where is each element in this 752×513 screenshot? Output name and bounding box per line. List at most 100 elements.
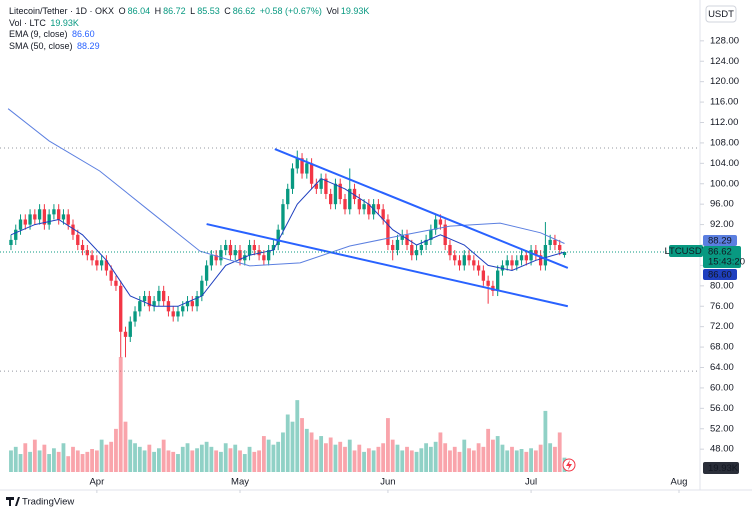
ticker-label: LTCUSDT: [664, 246, 707, 257]
volume-bar: [414, 451, 419, 472]
ema-tag: [703, 269, 737, 281]
candle-body: [266, 250, 271, 261]
countdown: 15:43:20: [708, 257, 745, 268]
volume-bar: [204, 441, 209, 472]
volume-bar: [400, 450, 405, 472]
volume-bar: [128, 439, 133, 472]
candle-body: [262, 255, 266, 261]
y-tick-label: 76.00: [710, 301, 734, 312]
brand-logo: [6, 497, 20, 506]
volume-bar: [300, 418, 304, 472]
volume-bar: [505, 450, 510, 472]
volume-bar: [285, 414, 290, 472]
candle-body: [467, 255, 471, 261]
candle-body: [109, 270, 113, 281]
volume-bar: [533, 450, 538, 472]
volume-bar: [438, 432, 443, 472]
volume-bar: [147, 444, 152, 472]
candle-body: [362, 204, 366, 210]
y-tick-label: 104.00: [710, 158, 739, 169]
volume-bar: [37, 450, 42, 472]
alert-bolt: [566, 460, 572, 470]
volume-bar: [481, 446, 486, 472]
brand: TradingView: [22, 497, 74, 508]
legend-row: Vol · LTC 19.93K: [9, 18, 371, 30]
volume-bar: [519, 449, 524, 472]
candle-body: [195, 296, 199, 307]
volume-bar: [123, 421, 128, 472]
volume-bar: [90, 449, 95, 472]
candle-body: [534, 250, 538, 256]
candle-body: [290, 168, 295, 189]
volume-bar: [424, 443, 429, 472]
ticker-tag: [669, 245, 703, 258]
candle-body: [52, 209, 56, 215]
candle-body: [410, 245, 414, 256]
indicator-line: [10, 178, 565, 307]
candle-body: [419, 245, 424, 251]
volume-bar: [190, 450, 195, 472]
volume-bar: [276, 441, 281, 472]
candle-body: [386, 219, 390, 245]
volume-bar: [428, 446, 433, 472]
volume-bar: [514, 450, 519, 472]
sma-tag-label: 88.29: [708, 236, 732, 247]
volume-tag-label: 19.93K: [708, 463, 739, 474]
volume-bar: [448, 450, 452, 472]
volume-bar: [209, 446, 214, 472]
volume-bar: [228, 448, 233, 472]
x-tick-label: Aug: [671, 477, 688, 488]
candle-body: [486, 280, 490, 286]
indicator-value: 86.60: [72, 29, 95, 39]
candle-body: [123, 331, 128, 337]
candle-body: [453, 255, 457, 261]
volume-bar: [161, 439, 166, 472]
ohlc-value: 86.62: [232, 6, 256, 16]
volume-bar: [257, 450, 262, 472]
candle-body: [119, 285, 123, 332]
candle-body: [95, 260, 99, 266]
x-tick-label: Jun: [380, 477, 395, 488]
volume-bar: [362, 451, 366, 472]
indicator-name: SMA (50, close): [9, 40, 73, 51]
vol-key: Vol: [326, 6, 339, 16]
candle-body: [395, 239, 400, 251]
candle-body: [209, 255, 214, 266]
sma-tag: [703, 235, 737, 247]
candle-body: [548, 239, 552, 245]
volume-bar: [18, 454, 23, 472]
volume-bar: [371, 450, 376, 472]
indicator-value: 88.29: [77, 40, 100, 51]
candle-body: [515, 260, 519, 266]
volume-bar: [457, 451, 462, 472]
candle-body: [329, 193, 333, 205]
candle-body: [128, 321, 132, 337]
volume-bar: [543, 410, 548, 472]
candle-body: [271, 245, 276, 251]
volume-bar: [223, 443, 228, 472]
y-tick-label: 68.00: [710, 342, 734, 353]
candle-body: [529, 250, 533, 261]
candle-body: [176, 311, 180, 317]
candle-body: [190, 301, 194, 307]
candle-body: [481, 270, 486, 281]
candle-body: [472, 260, 476, 266]
candle-body: [147, 296, 152, 307]
ohlc-value: 86.04: [127, 6, 151, 16]
candle-body: [357, 199, 361, 210]
volume-bar: [452, 446, 457, 472]
volume-bar: [476, 443, 481, 472]
candle-body: [80, 245, 85, 251]
volume-bar: [357, 444, 362, 472]
candle-body: [138, 301, 142, 312]
volume-bar: [261, 436, 266, 472]
candle-body: [553, 239, 557, 245]
candle-body: [161, 290, 166, 302]
candle-body: [414, 250, 419, 256]
candle-body: [286, 188, 290, 205]
candle-body: [200, 280, 204, 297]
candle-body: [9, 239, 13, 245]
volume-bar: [199, 444, 204, 472]
volume-bar: [395, 444, 400, 472]
